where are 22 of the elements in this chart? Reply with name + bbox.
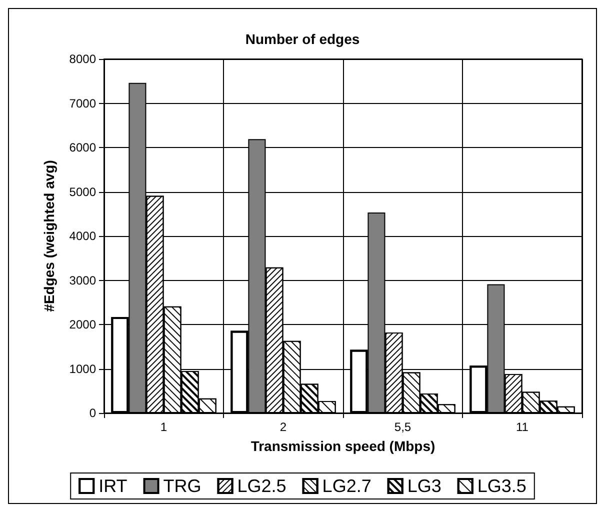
x-tick-label: 2 bbox=[280, 420, 287, 434]
y-tick-label: 3000 bbox=[69, 273, 96, 288]
x-axis-title: Transmission speed (Mbps) bbox=[250, 438, 436, 454]
y-tick-label: 4000 bbox=[69, 229, 96, 243]
legend-label: IRT bbox=[98, 476, 128, 496]
chart-title: Number of edges bbox=[245, 31, 360, 47]
y-tick-label: 1000 bbox=[69, 362, 96, 376]
y-tick-label: 6000 bbox=[69, 140, 96, 154]
y-tick-label: 2000 bbox=[69, 318, 96, 332]
y-tick-label: 5000 bbox=[69, 184, 96, 199]
legend-label: LG3.5 bbox=[477, 476, 526, 496]
legend-label: LG3 bbox=[407, 476, 442, 496]
legend-label: LG2.7 bbox=[322, 476, 372, 496]
legend-label: LG2.5 bbox=[237, 476, 286, 496]
x-tick-label: 5,5 bbox=[394, 420, 412, 434]
x-tick-label: 1 bbox=[160, 420, 168, 434]
x-tick-label: 11 bbox=[516, 420, 529, 434]
y-tick-label: 0 bbox=[89, 406, 96, 420]
y-tick-label: 8000 bbox=[69, 52, 96, 66]
legend-label: TRG bbox=[163, 476, 202, 496]
y-axis-title: #Edges (weighted avg) bbox=[41, 160, 57, 312]
y-tick-label: 7000 bbox=[69, 96, 96, 110]
